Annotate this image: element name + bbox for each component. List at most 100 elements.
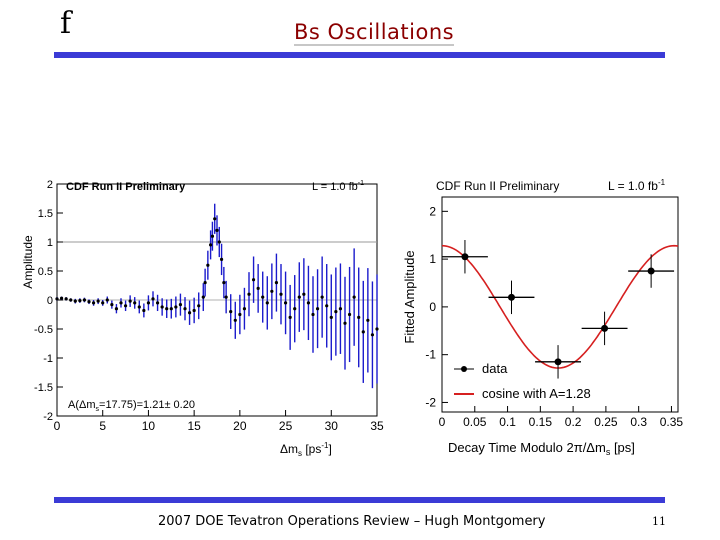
legend: data cosine with A=1.28 [454,361,591,401]
data-point [247,292,251,296]
data-point [306,301,311,305]
data-point [210,234,215,238]
y-tick-label: 1 [47,237,53,249]
x-tick-label: 30 [325,419,339,433]
y-tick-label: -1 [425,348,436,362]
data-point [647,267,655,275]
data-point [288,315,292,319]
data-point [197,304,201,308]
data-point [151,297,155,301]
data-point [601,324,609,332]
data-point [133,301,137,305]
data-point [302,292,306,296]
data-point [251,278,256,282]
data-point [155,301,160,305]
data-point [203,281,207,285]
cosine-curve [441,244,679,369]
data-point [261,295,265,299]
data-point [209,243,213,247]
amplitude-scan-svg: 0 5 10 15 20 25 30 35 -2 -1.5 -1 -0.5 0 0.5 1 1.5 2 CDF… [21,179,384,458]
data-point [366,318,370,322]
data-point [82,298,87,302]
x-tick-label: 0.1 [499,415,516,429]
data-point [229,310,233,314]
logo: f [60,6,72,41]
luminosity-label: L = 1.0 fb-1 [608,178,666,193]
y-axis-label: Amplitude [21,235,35,289]
data-point [69,298,73,302]
data-point [215,228,219,232]
data-point [165,307,169,311]
data-point [370,333,375,337]
y-axis-label: Fitted Amplitude [402,250,417,343]
slide-title: Bs Oscillations [294,20,455,46]
data-point [274,281,279,285]
data-point [334,310,338,314]
x-tick-label: 0 [54,419,61,433]
x-tick-label: 0.35 [660,415,684,429]
x-tick-label: 5 [99,419,106,433]
data-point [64,297,68,301]
data-point [461,253,469,261]
y-tick-label: 1 [429,252,436,266]
data-point [279,292,283,296]
data-point [361,330,365,334]
y-tick-label: 2 [429,204,436,218]
data-point [265,301,269,305]
data-point [206,263,210,267]
top-divider-bar [54,52,665,58]
data-point [59,296,64,300]
data-point [315,307,320,311]
data-point [338,307,343,311]
data-point [110,303,114,307]
data-point [357,315,361,319]
data-point [201,295,205,299]
amplitude-scan-chart: 0 5 10 15 20 25 30 35 -2 -1.5 -1 -0.5 0 0.5 1 1.5 2 CDF… [18,172,390,462]
x-tick-label: 0.2 [565,415,582,429]
data-point [213,217,217,221]
data-point [347,312,352,317]
x-tick-label: 15 [187,419,201,433]
amplitude-annotation: A(Δms=17.75)=1.21± 0.20 [68,399,195,413]
data-point [78,298,82,303]
data-point [87,300,91,304]
x-tick-label: 0.05 [463,415,487,429]
data-point [73,299,77,303]
luminosity-label: L = 1.0 fb-1 [312,180,364,193]
y-tick-label: -2 [43,411,53,423]
x-tick-label: 0.3 [630,415,647,429]
chart-title: CDF Run II Preliminary [436,179,559,193]
data-point [119,301,123,305]
data-point [123,304,128,308]
data-point [192,308,196,313]
legend-cosine-label: cosine with A=1.28 [482,386,591,401]
y-tick-label: 0 [429,300,436,314]
legend-data-marker [461,366,467,372]
data-point [554,358,562,366]
data-point [507,293,515,301]
x-tick-label: 20 [233,419,247,433]
fitted-amplitude-svg: 0 0.05 0.1 0.15 0.2 0.25 0.3 0.35 -2 -1 0 1 2 CDF R… [402,178,684,457]
x-axis-label: Decay Time Modulo 2π/Δms [ps] [448,440,635,457]
data-point [101,301,105,305]
data-point [142,308,146,313]
data-point [233,318,237,322]
data-point [178,303,183,307]
data-point [320,295,324,299]
y-tick-label: -1.5 [34,382,53,394]
data-point [96,299,100,303]
data-point [217,240,221,244]
data-point [297,295,301,299]
data-point [105,298,109,302]
data-point [146,301,151,305]
data-point [174,305,178,309]
x-axis-label: Δms [ps-1] [280,441,332,458]
data-point [375,327,379,331]
fitted-amplitude-chart: 0 0.05 0.1 0.15 0.2 0.25 0.3 0.35 -2 -1 0 1 2 CDF R… [398,172,690,460]
x-tick-label: 0 [439,415,446,429]
data-point [55,297,59,301]
data-point [270,289,274,293]
data-point [222,281,226,285]
y-tick-label: -1 [43,353,53,365]
data-point [325,304,329,308]
